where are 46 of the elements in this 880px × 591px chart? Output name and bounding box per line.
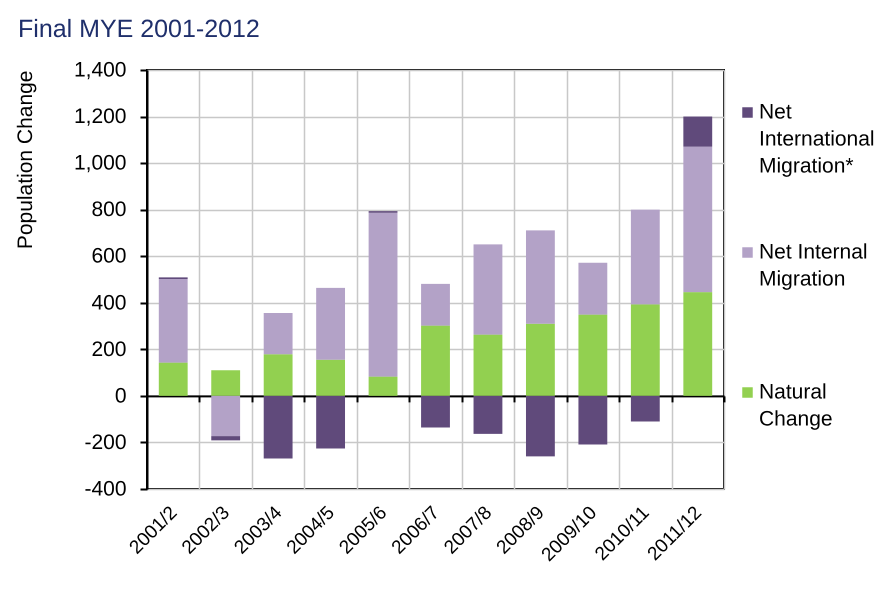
legend-label: Net International Migration* — [759, 100, 875, 178]
bar — [421, 396, 450, 428]
bar — [368, 376, 398, 396]
chart-title: Final MYE 2001-2012 — [18, 15, 260, 43]
y-tick-label: -200 — [84, 430, 126, 454]
bar — [421, 284, 450, 326]
bar — [211, 396, 240, 436]
y-tick-label: 400 — [91, 291, 126, 314]
bar — [158, 362, 188, 396]
legend-label: Natural Change — [759, 380, 833, 430]
bar — [683, 116, 712, 147]
bar — [683, 146, 712, 292]
bar — [421, 326, 450, 396]
y-tick-label: 1,200 — [74, 105, 126, 128]
bar — [158, 279, 188, 363]
bar — [474, 244, 502, 335]
bar — [578, 262, 608, 315]
bar — [630, 304, 660, 396]
bar — [264, 313, 293, 354]
bar — [211, 436, 240, 440]
bar — [474, 334, 502, 396]
bar — [630, 396, 660, 422]
bar — [526, 396, 555, 456]
bar — [630, 210, 660, 304]
bar — [368, 212, 398, 377]
y-tick-label: 200 — [91, 338, 126, 361]
y-tick-label: 0 — [114, 384, 126, 408]
y-tick-label: -400 — [84, 478, 126, 500]
bar — [316, 360, 346, 396]
bar — [211, 370, 240, 396]
bar — [264, 396, 293, 459]
y-axis-title: Population Change — [14, 70, 37, 250]
y-tick-label: 1,400 — [74, 58, 126, 82]
y-tick-label: 1,000 — [74, 152, 126, 175]
bar — [474, 396, 502, 434]
bar — [264, 354, 293, 396]
bar — [683, 292, 712, 396]
bar — [316, 396, 346, 448]
bar — [526, 230, 555, 324]
bar — [578, 314, 608, 396]
bar — [578, 396, 608, 445]
bar — [316, 288, 346, 360]
legend-label: Net Internal Migration — [759, 240, 868, 290]
y-tick-label: 800 — [91, 198, 126, 222]
bar — [526, 324, 555, 396]
y-tick-label: 600 — [91, 244, 126, 268]
